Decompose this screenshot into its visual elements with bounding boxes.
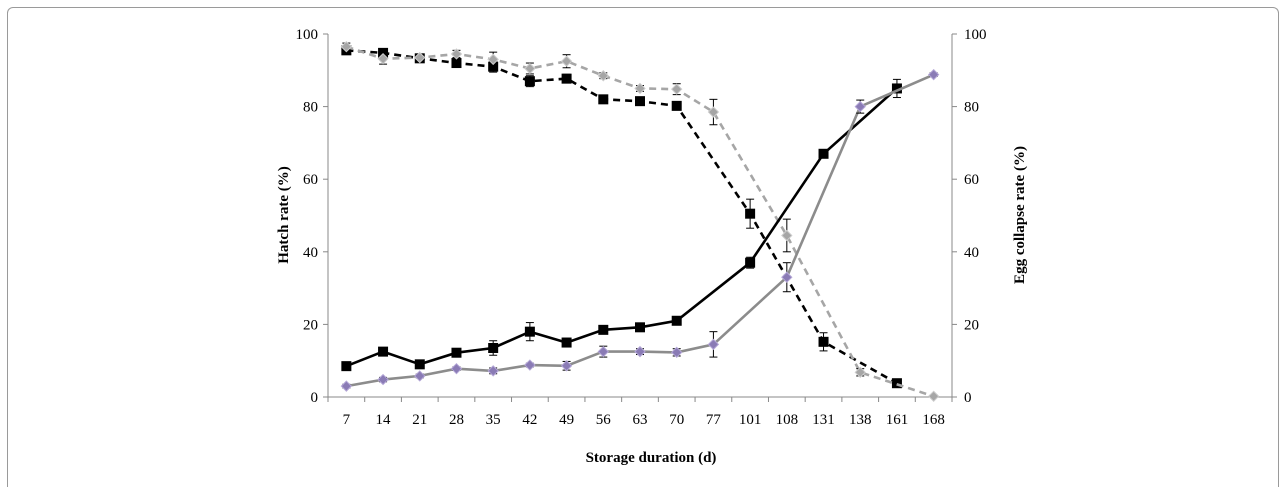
data-point xyxy=(560,55,573,67)
data-point xyxy=(891,378,902,389)
x-axis-title: Storage duration (d) xyxy=(586,450,717,466)
series-line xyxy=(345,45,935,398)
y-right-tick-label: 40 xyxy=(964,245,979,261)
y-right-tick-label: 80 xyxy=(964,100,979,116)
y-right-tick-label: 60 xyxy=(964,172,979,188)
data-point xyxy=(524,326,535,337)
data-point xyxy=(671,100,682,111)
data-point xyxy=(670,83,683,95)
data-point xyxy=(818,336,829,347)
series-line xyxy=(346,73,935,388)
data-point xyxy=(378,346,389,357)
y-axis-right-title: Egg collapse rate (%) xyxy=(1012,146,1028,284)
figure-frame xyxy=(7,7,1279,487)
data-point xyxy=(635,322,645,333)
data-point xyxy=(377,373,389,386)
data-point xyxy=(487,365,499,377)
x-tick-label: 101 xyxy=(739,412,762,428)
x-tick-label: 63 xyxy=(633,412,648,428)
data-point xyxy=(597,70,610,82)
data-point xyxy=(450,362,463,375)
data-point xyxy=(781,229,793,242)
data-point xyxy=(340,380,353,392)
x-tick-label: 35 xyxy=(486,412,501,428)
x-tick-label: 168 xyxy=(922,412,945,428)
data-point xyxy=(598,94,609,105)
chart-series xyxy=(340,40,940,402)
x-tick-label: 56 xyxy=(596,412,612,428)
series-1 xyxy=(341,45,902,389)
data-point xyxy=(707,106,720,118)
data-point xyxy=(341,361,352,372)
data-point xyxy=(487,53,499,66)
data-point xyxy=(451,347,462,358)
data-point xyxy=(671,315,682,326)
series-4 xyxy=(340,68,940,392)
y-right-tick-label: 20 xyxy=(964,317,979,333)
data-point xyxy=(488,342,499,353)
series-line xyxy=(345,87,898,368)
x-tick-label: 14 xyxy=(376,412,392,428)
series-2 xyxy=(340,40,940,402)
data-point xyxy=(854,366,866,379)
x-tick-label: 28 xyxy=(449,412,464,428)
x-tick-label: 49 xyxy=(559,412,574,428)
data-point xyxy=(524,76,535,87)
data-point xyxy=(891,83,902,94)
x-tick-label: 21 xyxy=(412,412,427,428)
y-left-tick-label: 60 xyxy=(303,172,318,188)
y-left-tick-label: 100 xyxy=(296,27,319,43)
data-point xyxy=(340,40,353,53)
data-point xyxy=(524,62,536,75)
y-axis-left-title: Hatch rate (%) xyxy=(276,166,292,263)
data-point xyxy=(854,100,866,113)
chart-axes: 0 20 40 60 80 100 0 20 40 60 80 100 7 14 21 28 35 42 49 56 6… xyxy=(296,27,987,428)
data-point xyxy=(451,58,462,69)
chart: 0 20 40 60 80 100 0 20 40 60 80 100 7 14 21 28 35 42 49 56 6… xyxy=(276,27,1028,466)
data-point xyxy=(635,96,645,107)
x-tick-label: 108 xyxy=(776,412,799,428)
data-point xyxy=(634,82,646,95)
x-tick-label: 42 xyxy=(522,412,537,428)
series-3 xyxy=(341,78,902,372)
x-tick-label: 138 xyxy=(849,412,872,428)
data-point xyxy=(561,73,572,84)
x-tick-label: 161 xyxy=(886,412,909,428)
y-left-tick-label: 0 xyxy=(311,390,319,406)
series-line xyxy=(346,49,898,385)
x-tick-label: 7 xyxy=(343,412,351,428)
data-point xyxy=(707,338,720,351)
data-point xyxy=(561,337,572,348)
data-point xyxy=(927,390,940,402)
y-left-tick-label: 20 xyxy=(303,317,318,333)
data-point xyxy=(450,48,463,60)
y-right-tick-label: 0 xyxy=(964,390,972,406)
data-point xyxy=(818,148,829,159)
data-point xyxy=(560,360,573,372)
data-point xyxy=(597,345,610,358)
data-point xyxy=(745,208,756,219)
data-point xyxy=(927,68,940,81)
data-point xyxy=(414,51,426,64)
y-right-tick-label: 100 xyxy=(964,27,987,43)
data-point xyxy=(598,324,609,335)
y-left-tick-label: 80 xyxy=(303,100,318,116)
x-tick-label: 70 xyxy=(669,412,684,428)
data-point xyxy=(377,52,389,65)
x-tick-label: 131 xyxy=(812,412,835,428)
x-tick-label: 77 xyxy=(706,412,722,428)
data-point xyxy=(634,345,646,358)
y-left-tick-label: 40 xyxy=(303,245,318,261)
data-point xyxy=(414,370,426,382)
data-point xyxy=(414,359,425,370)
data-point xyxy=(745,257,756,268)
data-point xyxy=(670,346,683,359)
data-point xyxy=(524,359,536,371)
data-point xyxy=(781,271,793,283)
